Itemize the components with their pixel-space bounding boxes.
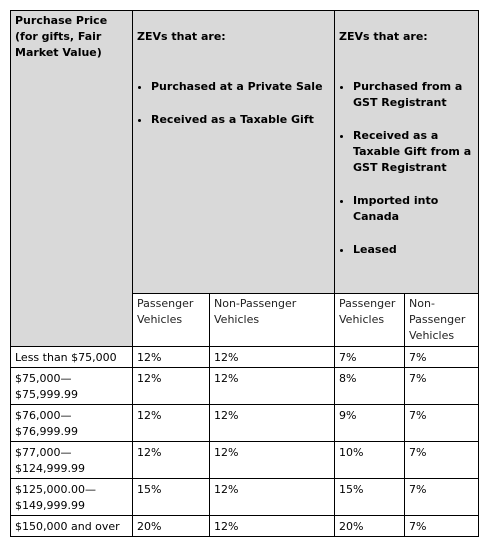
data-row: $76,000— $76,999.99 12% 12% 9% 7%: [10, 404, 480, 442]
header-cell: Purchase Price (for gifts, Fair Market V…: [10, 10, 133, 347]
group-title: ZEVs that are:: [137, 30, 226, 43]
table-body: Purchase Price (for gifts, Fair Market V…: [10, 10, 480, 537]
rate-cell: 12%: [132, 346, 210, 368]
rate-cell: 7%: [404, 515, 480, 537]
price-cell: Less than $75,000: [10, 346, 133, 368]
data-row: $150,000 and over 20% 12% 20% 7%: [10, 515, 480, 537]
group-item: Purchased from a GST Registrant: [353, 79, 474, 111]
group-cell: ZEVs that are: Purchased from a GST Regi…: [334, 10, 480, 294]
group-item: Leased: [353, 242, 474, 258]
rate-cell: 7%: [404, 404, 480, 442]
rate-cell: 12%: [208, 478, 336, 516]
group-cell: ZEVs that are: Purchased at a Private Sa…: [131, 10, 336, 294]
price-cell: $75,000— $75,999.99: [10, 367, 133, 405]
subheader-cell: Passenger Vehicles: [334, 293, 406, 347]
data-row: Less than $75,000 12% 12% 7% 7%: [10, 346, 480, 368]
subheader-cell: Non-Passenger Vehicles: [404, 293, 480, 347]
rate-cell: 7%: [404, 346, 480, 368]
header-row: Purchase Price (for gifts, Fair Market V…: [10, 10, 480, 347]
rate-cell: 12%: [208, 441, 336, 479]
price-cell: $76,000— $76,999.99: [10, 404, 133, 442]
subheader-cell: Non-Passenger Vehicles: [208, 293, 336, 347]
rate-cell: 7%: [404, 367, 480, 405]
subheader-cell: Passenger Vehicles: [132, 293, 210, 347]
group-list: Purchased at a Private Sale Received as …: [137, 63, 330, 145]
rate-cell: 12%: [208, 515, 336, 537]
rate-cell: 15%: [132, 478, 210, 516]
group-item: Received as a Taxable Gift from a GST Re…: [353, 128, 474, 176]
rate-cell: 20%: [334, 515, 406, 537]
rate-cell: 12%: [132, 441, 210, 479]
rate-cell: 12%: [208, 404, 336, 442]
data-row: $75,000— $75,999.99 12% 12% 8% 7%: [10, 367, 480, 405]
data-row: $77,000— $124,999.99 12% 12% 10% 7%: [10, 441, 480, 479]
rate-cell: 12%: [132, 404, 210, 442]
rate-cell: 15%: [334, 478, 406, 516]
rates-table: Purchase Price (for gifts, Fair Market V…: [10, 10, 480, 537]
price-cell: $125,000.00— $149,999.99: [10, 478, 133, 516]
rate-cell: 9%: [334, 404, 406, 442]
subheader-row: Passenger Vehicles Non-Passenger Vehicle…: [11, 293, 480, 347]
price-cell: $150,000 and over: [10, 515, 133, 537]
data-row: $125,000.00— $149,999.99 15% 12% 15% 7%: [10, 478, 480, 516]
rate-cell: 12%: [208, 346, 336, 368]
rate-cell: 7%: [404, 478, 480, 516]
rate-cell: 7%: [404, 441, 480, 479]
page: Purchase Price (for gifts, Fair Market V…: [0, 0, 487, 406]
group-item: Received as a Taxable Gift: [151, 112, 330, 128]
group-title: ZEVs that are:: [339, 30, 428, 43]
rate-cell: 20%: [132, 515, 210, 537]
price-cell: $77,000— $124,999.99: [10, 441, 133, 479]
group-item: Purchased at a Private Sale: [151, 79, 330, 95]
rate-cell: 10%: [334, 441, 406, 479]
rate-cell: 8%: [334, 367, 406, 405]
rate-cell: 7%: [334, 346, 406, 368]
group-list: Purchased from a GST Registrant Received…: [339, 63, 474, 275]
rate-cell: 12%: [208, 367, 336, 405]
rate-cell: 12%: [132, 367, 210, 405]
group-item: Imported into Canada: [353, 193, 474, 225]
